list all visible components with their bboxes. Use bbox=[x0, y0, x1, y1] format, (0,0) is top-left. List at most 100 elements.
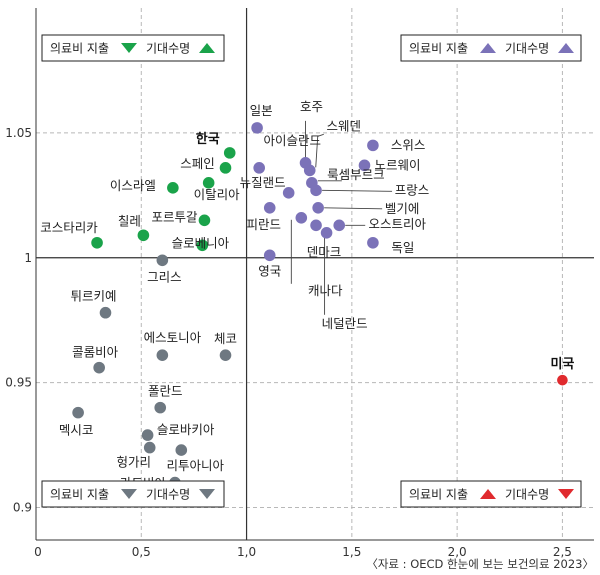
legend-top-left: 의료비 지출 기대수명 bbox=[41, 34, 225, 62]
triangle-down-icon bbox=[121, 43, 137, 53]
point-label: 프랑스 bbox=[395, 182, 430, 197]
point-green bbox=[196, 239, 209, 252]
point-label: 멕시코 bbox=[59, 423, 94, 438]
legend-life-label: 기대수명 bbox=[505, 488, 549, 502]
point-green bbox=[198, 214, 211, 227]
point-label: 이탈리아 bbox=[194, 187, 241, 202]
legend-spend-label: 의료비 지출 bbox=[50, 42, 109, 56]
point-label: 미국 bbox=[550, 356, 574, 372]
point-label: 뉴질랜드 bbox=[240, 175, 286, 190]
point-label: 피란드 bbox=[246, 217, 281, 232]
triangle-down-icon bbox=[558, 489, 574, 499]
x-tick-label: 2,5 bbox=[553, 545, 572, 559]
point-label: 노르웨이 bbox=[374, 157, 420, 172]
point-label: 코스타리카 bbox=[40, 220, 98, 235]
point-purple bbox=[295, 212, 308, 224]
point-label: 독일 bbox=[391, 240, 414, 255]
legend-bottom-left: 의료비 지출 기대수명 bbox=[41, 480, 225, 508]
point-gray bbox=[156, 254, 169, 267]
leader-line bbox=[322, 189, 393, 192]
triangle-up-icon bbox=[558, 43, 574, 53]
point-gray bbox=[93, 361, 105, 374]
point-label: 호주 bbox=[300, 99, 323, 114]
point-label: 스위스 bbox=[391, 137, 426, 152]
point-label: 리투아니아 bbox=[167, 458, 225, 473]
legend-life-label: 기대수명 bbox=[146, 42, 190, 56]
triangle-down-icon bbox=[199, 489, 215, 499]
triangle-down-icon bbox=[121, 489, 137, 499]
tick-labels: 0 0,5 1,0 1,5 2,0 2,5 0.9 0.95 1 1.05 bbox=[5, 126, 572, 559]
point-label: 포르투갈 bbox=[151, 209, 198, 224]
legend-spend-label: 의료비 지출 bbox=[409, 488, 468, 502]
x-tick-label: 1,5 bbox=[342, 545, 361, 559]
x-tick-label: 0,5 bbox=[132, 545, 151, 559]
point-purple bbox=[251, 122, 263, 134]
legend-spend-label: 의료비 지출 bbox=[50, 488, 109, 502]
point-purple bbox=[282, 187, 295, 199]
point-purple bbox=[263, 202, 276, 214]
point-purple bbox=[312, 202, 324, 214]
legend-top-right: 의료비 지출 기대수명 bbox=[400, 34, 582, 62]
legend-life-label: 기대수명 bbox=[146, 488, 190, 502]
point-red bbox=[556, 373, 569, 387]
point-label: 칠레 bbox=[118, 213, 141, 228]
axes bbox=[35, 8, 594, 541]
point-purple bbox=[263, 249, 276, 262]
point-label: 한국 bbox=[196, 131, 220, 147]
point-green bbox=[91, 236, 103, 249]
point-label: 폴란드 bbox=[148, 384, 183, 399]
point-gray bbox=[141, 429, 154, 441]
legend-spend-label: 의료비 지출 bbox=[409, 42, 468, 56]
point-label: 슬로베니아 bbox=[172, 235, 230, 250]
legend-bottom-right: 의료비 지출 기대수명 bbox=[400, 480, 582, 508]
point-label: 덴마크 bbox=[307, 244, 342, 259]
point-green bbox=[202, 177, 215, 189]
x-tick-label: 0 bbox=[34, 545, 42, 559]
point-purple bbox=[310, 219, 322, 232]
point-label: 헝가리 bbox=[116, 455, 151, 470]
point-purple bbox=[253, 162, 265, 174]
leader-lines bbox=[290, 120, 393, 315]
point-label: 슬로바키아 bbox=[157, 422, 215, 437]
x-tick-label: 1,0 bbox=[237, 545, 256, 559]
x-tick-label: 2,0 bbox=[448, 545, 467, 559]
source-note: 〈자료 : OECD 한눈에 보는 보건의료 2023〉 bbox=[366, 557, 594, 571]
point-gray bbox=[175, 444, 188, 456]
point-label: 룩셈부르크 bbox=[327, 167, 385, 182]
point-gray bbox=[156, 349, 169, 361]
point-gray bbox=[154, 401, 167, 414]
point-purple bbox=[303, 164, 316, 177]
leader-line bbox=[315, 133, 324, 168]
point-gray bbox=[219, 349, 232, 361]
grid-lines bbox=[36, 8, 594, 540]
point-label: 벨기에 bbox=[385, 201, 420, 216]
point-label: 체코 bbox=[214, 331, 237, 346]
point-gray bbox=[72, 406, 84, 419]
point-label: 일본 bbox=[250, 103, 273, 118]
y-tick-label: 1.05 bbox=[5, 126, 32, 140]
point-label: 에스토니아 bbox=[144, 330, 202, 345]
point-label: 영국 bbox=[258, 263, 281, 278]
legend-life-label: 기대수명 bbox=[505, 42, 549, 56]
y-tick-label: 0.95 bbox=[5, 376, 32, 390]
point-purple bbox=[358, 159, 371, 172]
point-label: 네덜란드 bbox=[322, 316, 368, 331]
point-label: 튀르키예 bbox=[70, 289, 116, 304]
triangle-up-icon bbox=[480, 43, 496, 53]
point-green bbox=[219, 162, 232, 174]
point-label: 아이슬란드 bbox=[263, 133, 321, 148]
data-points bbox=[72, 122, 569, 489]
point-green bbox=[167, 182, 179, 194]
point-label: 스페인 bbox=[180, 156, 215, 171]
y-tick-label: 1 bbox=[24, 251, 32, 265]
point-gray bbox=[99, 306, 112, 319]
point-purple bbox=[320, 226, 333, 239]
point-label: 그리스 bbox=[147, 269, 182, 284]
point-purple bbox=[310, 184, 322, 197]
point-label: 오스트리아 bbox=[368, 216, 426, 231]
leader-line bbox=[324, 207, 383, 210]
point-label: 콜롬비아 bbox=[72, 345, 119, 360]
